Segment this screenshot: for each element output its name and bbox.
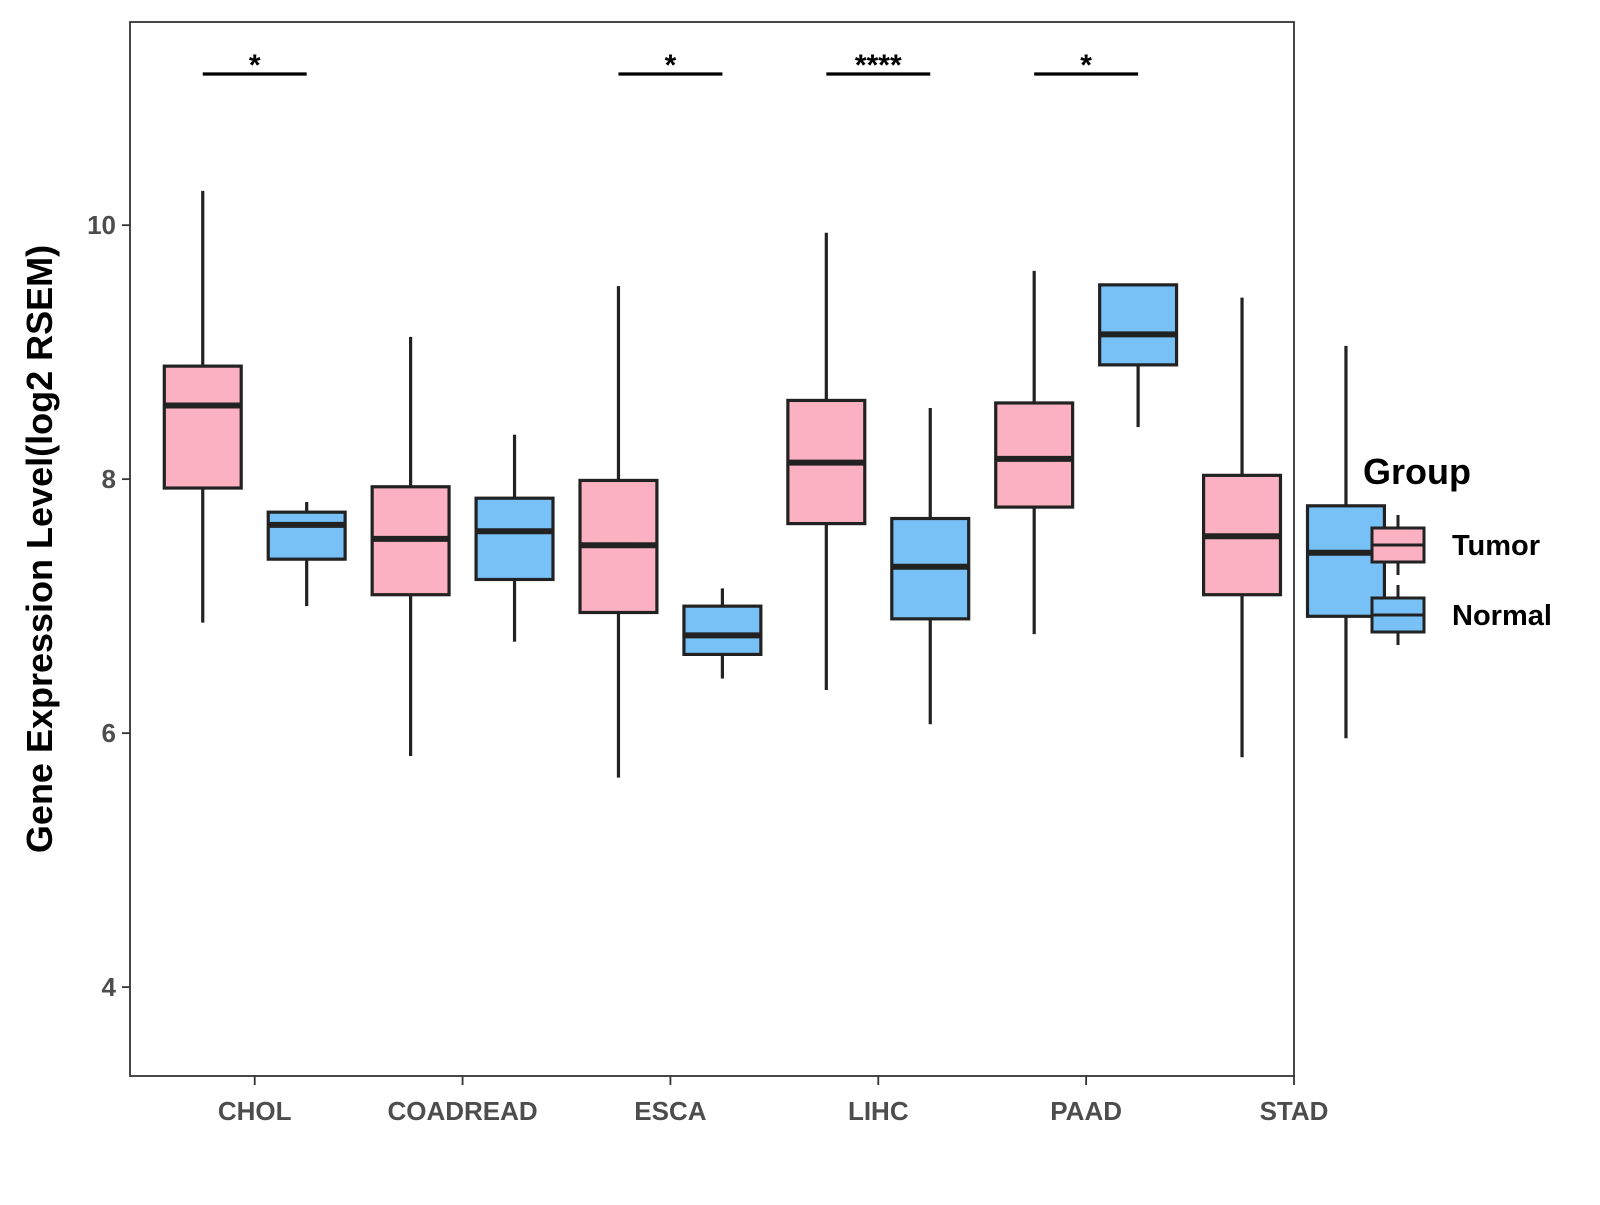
sig-label-chol: * (249, 49, 261, 82)
box-tumor-stad (1201, 297, 1283, 758)
x-tick-label-esca: ESCA (634, 1096, 706, 1126)
box-tumor-esca (578, 286, 659, 778)
x-tick-label-coadread: COADREAD (387, 1096, 537, 1126)
box-normal-esca (682, 588, 763, 679)
iqr-box-tumor-chol (162, 364, 243, 490)
significance-layer: * * **** * (202, 49, 1139, 82)
sig-label-esca: * (665, 49, 677, 82)
x-tick-label-lihc: LIHC (848, 1096, 909, 1126)
legend-item-tumor: Tumor (1370, 515, 1540, 575)
legend-label-tumor: Tumor (1452, 530, 1540, 562)
axes-layer: 4 6 8 10 CHOL COADREAD ESCA LIHC PAAD STAD (87, 210, 1328, 1126)
box-normal-chol (266, 502, 347, 607)
legend-item-normal: Normal (1370, 585, 1552, 645)
legend: Group Tumor Normal (1363, 451, 1552, 645)
sig-label-paad: * (1080, 49, 1092, 82)
sig-label-lihc: **** (855, 49, 902, 82)
y-tick-label-4: 4 (102, 972, 117, 1002)
box-tumor-chol (162, 190, 243, 623)
x-tick-label-paad: PAAD (1050, 1096, 1122, 1126)
iqr-box-normal-chol (266, 510, 347, 561)
iqr-box-tumor-paad (994, 401, 1075, 509)
box-normal-coadread (474, 434, 555, 642)
iqr-box-normal-coadread (474, 496, 555, 582)
box-tumor-coadread (370, 336, 451, 756)
iqr-box-normal-esca (682, 604, 763, 657)
y-tick-label-6: 6 (102, 718, 116, 748)
legend-label-normal: Normal (1452, 600, 1552, 632)
y-tick-label-8: 8 (102, 464, 116, 494)
box-tumor-lihc (786, 232, 867, 690)
iqr-box-normal-paad (1098, 283, 1179, 367)
y-axis-title: Gene Expression Level(log2 RSEM) (19, 245, 60, 853)
legend-items: Tumor Normal (1370, 515, 1552, 645)
box-tumor-paad (994, 270, 1075, 635)
boxes-layer (162, 190, 1387, 778)
box-normal-paad (1098, 283, 1179, 428)
box-normal-lihc (890, 408, 971, 725)
plot-panel (129, 21, 1295, 1077)
legend-title: Group (1363, 451, 1471, 492)
x-tick-label-chol: CHOL (218, 1096, 292, 1126)
x-tick-label-stad: STAD (1260, 1096, 1329, 1126)
y-tick-label-10: 10 (87, 210, 116, 240)
